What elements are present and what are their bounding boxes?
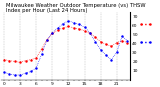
Text: Milwaukee Weather Outdoor Temperature (vs) THSW Index per Hour (Last 24 Hours): Milwaukee Weather Outdoor Temperature (v… [6, 3, 146, 13]
